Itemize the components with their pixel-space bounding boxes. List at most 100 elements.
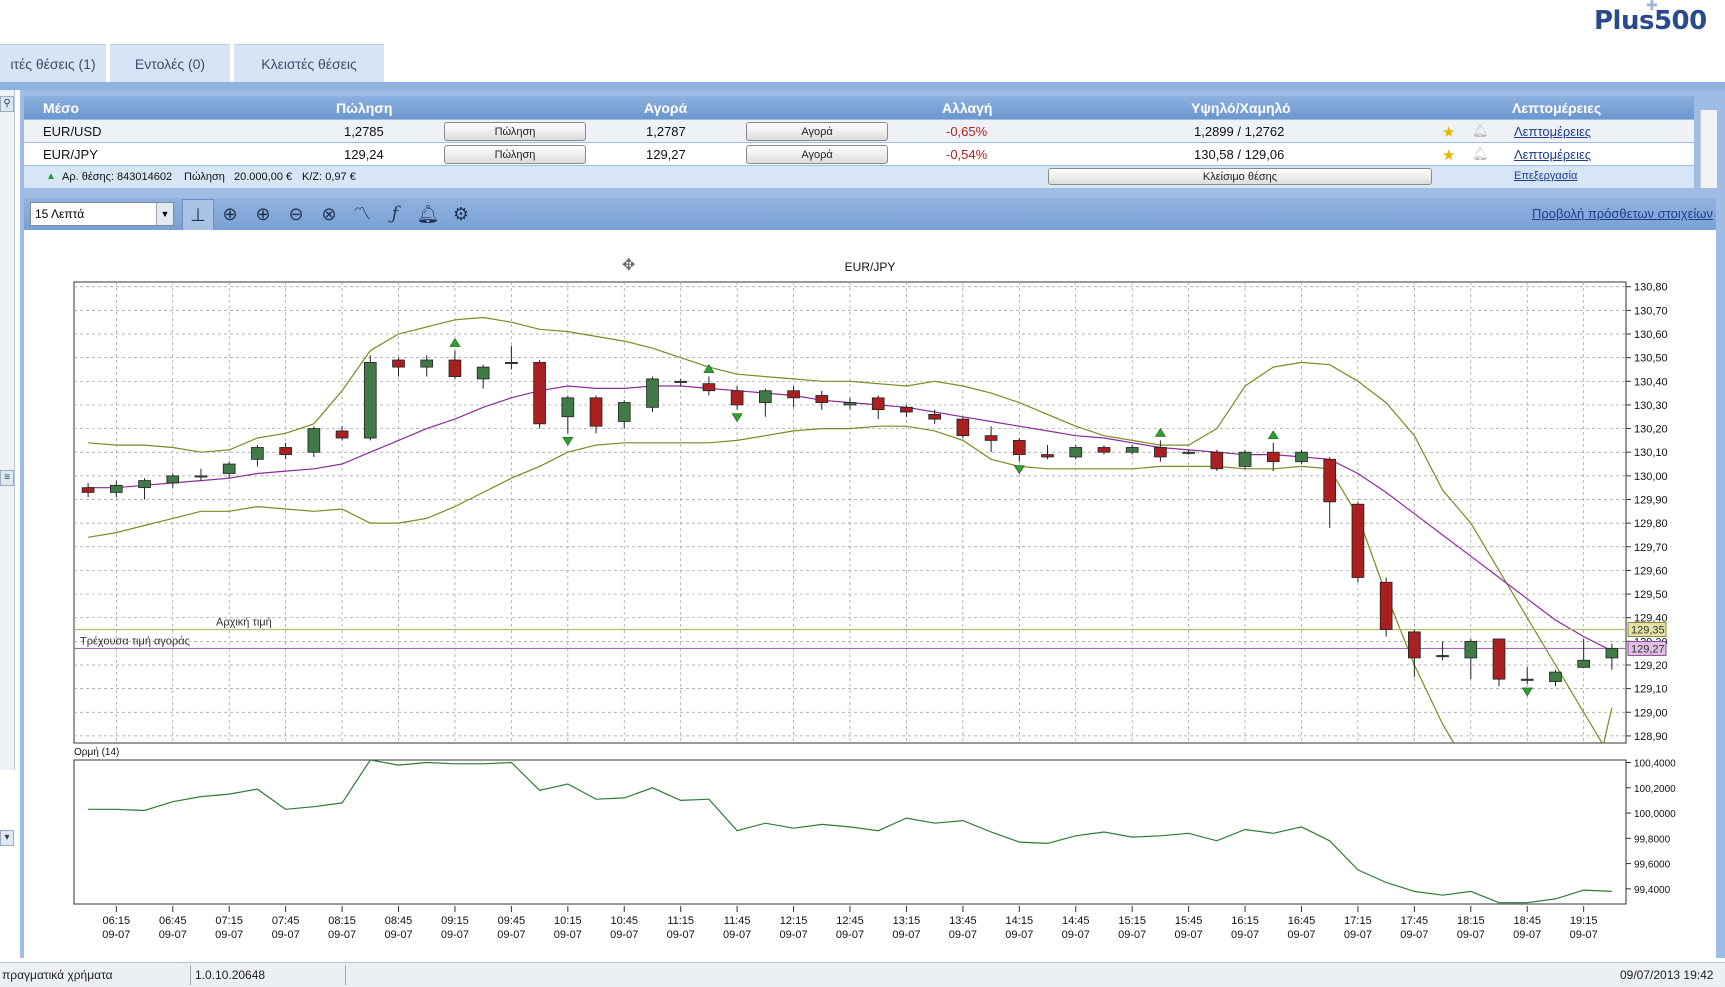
candle-bullish bbox=[1436, 655, 1449, 658]
tab-closed-positions[interactable]: Κλειστές θέσεις bbox=[234, 44, 384, 83]
buy-signal-arrow bbox=[449, 337, 461, 347]
x-tick-date-label: 09-07 bbox=[384, 929, 412, 941]
table-scrollbar[interactable] bbox=[1700, 110, 1717, 188]
x-tick-label: 07:15 bbox=[215, 915, 243, 927]
y-tick-label: 129,20 bbox=[1634, 660, 1668, 672]
candle-bearish bbox=[871, 397, 885, 411]
candle-bullish bbox=[1295, 451, 1308, 463]
momentum-y-label: 100,2000 bbox=[1634, 784, 1676, 795]
close-position-button[interactable]: Κλείσιμο θέσης bbox=[1048, 168, 1432, 185]
instrument-name: EUR/JPY bbox=[43, 147, 98, 162]
instrument-row[interactable]: EUR/JPY 129,24 Πώληση 129,27 Αγορά -0,54… bbox=[24, 143, 1694, 165]
status-bar: πραγματικά χρήματα 1.0.10.20648 09/07/20… bbox=[0, 962, 1725, 987]
x-tick-label: 14:45 bbox=[1062, 915, 1090, 927]
x-tick-label: 10:45 bbox=[610, 915, 638, 927]
scroll-down-icon[interactable]: ▾ bbox=[0, 830, 14, 846]
indicator-fx-icon[interactable]: ƒ bbox=[391, 203, 399, 224]
y-tick-label: 130,10 bbox=[1634, 447, 1668, 459]
candle-bullish bbox=[1182, 451, 1195, 454]
header-sell[interactable]: Πώληση bbox=[336, 100, 393, 116]
open-position-row[interactable]: ▲ Αρ. θέσης: 843014602 Πώληση 20.000,00 … bbox=[24, 166, 1694, 188]
y-tick-label: 130,50 bbox=[1634, 353, 1668, 365]
star-icon[interactable]: ★ bbox=[1442, 124, 1456, 141]
chevron-down-icon[interactable]: ▼ bbox=[156, 203, 173, 225]
x-tick-date-label: 09-07 bbox=[272, 929, 300, 941]
x-tick-date-label: 09-07 bbox=[1062, 929, 1090, 941]
x-tick-date-label: 09-07 bbox=[1287, 929, 1315, 941]
position-tabs: ιτές θέσεις (1) Εντολές (0) Κλειστές θέσ… bbox=[0, 44, 1725, 83]
x-tick-date-label: 09-07 bbox=[1175, 929, 1203, 941]
candle-bearish bbox=[1154, 447, 1167, 458]
x-tick-label: 12:45 bbox=[836, 915, 864, 927]
x-tick-label: 08:45 bbox=[385, 915, 413, 927]
candle-bullish bbox=[646, 378, 659, 408]
x-tick-date-label: 09-07 bbox=[1118, 929, 1146, 941]
current-price-badge-text: 129,27 bbox=[1631, 643, 1665, 655]
tab-divider bbox=[0, 82, 1725, 90]
alert-bell-icon[interactable]: 🔔︎ bbox=[416, 204, 440, 224]
crosshair-icon[interactable]: ⊕ bbox=[222, 204, 238, 224]
x-tick-label: 18:15 bbox=[1457, 915, 1485, 927]
details-link[interactable]: Λεπτομέρειες bbox=[1514, 147, 1592, 162]
candle-bullish bbox=[759, 390, 772, 403]
header-details: Λεπτομέρειες bbox=[1512, 100, 1602, 116]
position-number: Αρ. θέσης: 843014602 bbox=[62, 171, 173, 183]
x-tick-label: 17:45 bbox=[1401, 915, 1429, 927]
high-low-range: 130,58 / 129,06 bbox=[1194, 147, 1285, 162]
buy-button[interactable]: Αγορά bbox=[746, 122, 888, 141]
x-tick-date-label: 09-07 bbox=[215, 929, 243, 941]
sell-button[interactable]: Πώληση bbox=[444, 145, 586, 164]
header-change[interactable]: Αλλαγή bbox=[942, 100, 993, 116]
buy-signal-arrow bbox=[1154, 427, 1166, 437]
edit-position-link[interactable]: Επεξεργασία bbox=[1514, 170, 1578, 182]
x-tick-date-label: 09-07 bbox=[836, 929, 864, 941]
zoom-reset-icon[interactable]: ⊗ bbox=[321, 204, 337, 224]
x-tick-date-label: 09-07 bbox=[667, 929, 695, 941]
x-tick-label: 18:45 bbox=[1513, 915, 1541, 927]
position-amount: 20.000,00 € bbox=[234, 171, 293, 183]
momentum-y-label: 99,8000 bbox=[1634, 834, 1671, 845]
bell-icon[interactable]: 🔔︎ bbox=[1472, 123, 1489, 138]
candle-bullish bbox=[1549, 671, 1562, 682]
splitter-handle[interactable]: ≡ bbox=[0, 470, 14, 486]
x-tick-label: 11:45 bbox=[724, 915, 751, 927]
bell-icon[interactable]: 🔔︎ bbox=[1472, 146, 1489, 161]
momentum-line bbox=[88, 760, 1612, 904]
tab-orders[interactable]: Εντολές (0) bbox=[110, 44, 230, 83]
buy-button[interactable]: Αγορά bbox=[746, 145, 888, 164]
sell-button[interactable]: Πώληση bbox=[444, 122, 586, 141]
header-high-low[interactable]: Υψηλό/Χαμηλό bbox=[1191, 100, 1291, 116]
bollinger-upper-line bbox=[88, 316, 1603, 743]
candle-bearish bbox=[1408, 631, 1421, 659]
x-tick-date-label: 09-07 bbox=[554, 929, 582, 941]
y-tick-label: 129,00 bbox=[1634, 707, 1668, 719]
candle-bullish bbox=[843, 402, 857, 406]
zoom-out-icon[interactable]: ⊖ bbox=[288, 204, 304, 224]
candle-bearish bbox=[1210, 451, 1224, 470]
high-low-range: 1,2899 / 1,2762 bbox=[1194, 124, 1285, 139]
candle-bearish bbox=[1351, 503, 1365, 578]
show-more-details-link[interactable]: Προβολή πρόσθετων στοιχείων bbox=[1532, 206, 1713, 221]
price-chart[interactable]: EUR/JPY 130,80130,70130,60130,50130,4013… bbox=[24, 230, 1716, 958]
zoom-in-icon[interactable]: ⊕ bbox=[255, 204, 271, 224]
x-tick-label: 16:45 bbox=[1288, 915, 1316, 927]
line-chart-icon[interactable]: 〽 bbox=[353, 204, 371, 224]
instrument-row[interactable]: EUR/USD 1,2785 Πώληση 1,2787 Αγορά -0,65… bbox=[24, 120, 1694, 142]
candle-bullish bbox=[110, 484, 123, 493]
y-tick-label: 130,80 bbox=[1634, 282, 1668, 294]
cursor-mode-icon[interactable]: ⊥ bbox=[182, 199, 214, 231]
header-instrument[interactable]: Μέσο bbox=[43, 100, 80, 116]
sell-price: 129,24 bbox=[344, 147, 384, 162]
details-link[interactable]: Λεπτομέρειες bbox=[1514, 124, 1592, 139]
tab-open-positions[interactable]: ιτές θέσεις (1) bbox=[0, 44, 106, 83]
y-tick-label: 129,40 bbox=[1634, 613, 1668, 625]
account-mode: πραγματικά χρήματα bbox=[2, 968, 113, 982]
star-icon[interactable]: ★ bbox=[1442, 147, 1456, 164]
search-icon[interactable]: ⚲ bbox=[0, 96, 14, 112]
x-tick-date-label: 09-07 bbox=[1457, 929, 1485, 941]
timeframe-select[interactable]: 15 Λεπτά ▼ bbox=[30, 202, 174, 226]
settings-gear-icon[interactable]: ⚙ bbox=[452, 204, 470, 224]
x-tick-label: 19:15 bbox=[1570, 915, 1598, 927]
header-buy[interactable]: Αγορά bbox=[644, 100, 688, 116]
candle-bullish bbox=[674, 380, 688, 383]
